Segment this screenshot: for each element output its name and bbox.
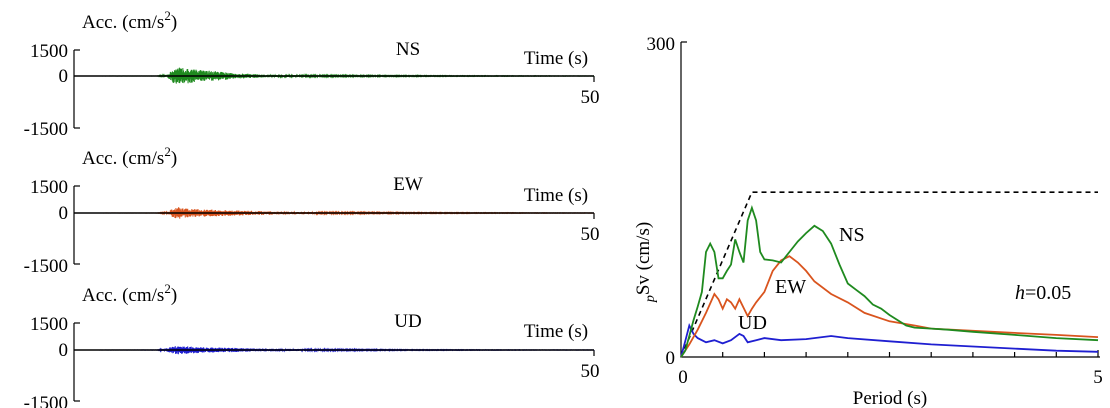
spectrum-panel: 300 0 0 5 Period (s) pSv (cm/s) NS EW UD… <box>633 34 1103 408</box>
acc-ud-xlabel: Time (s) <box>524 321 588 342</box>
acc-ud-ytick-label-top: 1500 <box>30 314 68 335</box>
acc-ew-ylabel: Acc. (cm/s2) <box>82 144 177 169</box>
spectrum-xtick-label-0: 0 <box>678 367 688 388</box>
spectrum-damping-value: =0.05 <box>1025 282 1071 304</box>
acc-ns-ylabel: Acc. (cm/s2) <box>82 8 177 33</box>
spectrum-line-ew <box>680 255 1099 358</box>
acc-ud-ytick-label-zero: 0 <box>59 340 69 361</box>
acc-ew-xtick-label-end: 50 <box>581 224 600 245</box>
spectrum-label-ns: NS <box>839 224 865 246</box>
acc-ns-ytick-label-zero: 0 <box>59 66 69 87</box>
acc-panel-ns: 1500 0 -1500 Acc. (cm/s2) NS Time (s) 50 <box>24 8 600 140</box>
spectrum-label-ew: EW <box>775 276 806 298</box>
acc-ud-ylabel: Acc. (cm/s2) <box>82 281 177 306</box>
spectrum-line-ud <box>680 322 1099 358</box>
spectrum-ytick-label-300: 300 <box>647 34 676 55</box>
acc-ew-ytick-label-bottom: -1500 <box>24 256 68 277</box>
acc-ud-component-label: UD <box>394 311 421 332</box>
spectrum-ylabel-prefix: p <box>643 295 658 303</box>
acc-ns-ytick-label-top: 1500 <box>30 41 68 62</box>
spectrum-xlabel: Period (s) <box>853 388 927 408</box>
acc-ns-xlabel: Time (s) <box>524 48 588 69</box>
spectrum-line-ns <box>680 205 1099 358</box>
spectrum-damping-label: h=0.05 <box>1015 282 1071 304</box>
spectrum-xtick-label-5: 5 <box>1093 367 1103 388</box>
acc-ew-xlabel: Time (s) <box>524 185 588 206</box>
acc-ud-ytick-label-bottom: -1500 <box>24 393 68 408</box>
spectrum-ytick-label-0: 0 <box>666 348 676 369</box>
acc-ew-ytick-label-top: 1500 <box>30 177 68 198</box>
acc-ew-component-label: EW <box>393 174 423 195</box>
acc-ns-ytick-label-bottom: -1500 <box>24 119 68 140</box>
spectrum-damping-symbol: h <box>1015 282 1025 304</box>
acc-ns-component-label: NS <box>396 39 420 60</box>
spectrum-x-minor-ticks <box>722 352 1057 357</box>
acc-panel-ud: 1500 0 -1500 Acc. (cm/s2) UD Time (s) 50 <box>24 281 600 408</box>
spectrum-ylabel: pSv (cm/s) <box>633 222 658 303</box>
spectrum-label-ud: UD <box>738 312 767 334</box>
acc-ew-ytick-label-zero: 0 <box>59 203 69 224</box>
acc-ns-xtick-label-end: 50 <box>581 87 600 108</box>
spectrum-ylabel-main: Sv (cm/s) <box>633 222 654 295</box>
acc-ud-xtick-label-end: 50 <box>581 361 600 382</box>
acc-panel-ew: 1500 0 -1500 Acc. (cm/s2) EW Time (s) 50 <box>24 144 600 277</box>
